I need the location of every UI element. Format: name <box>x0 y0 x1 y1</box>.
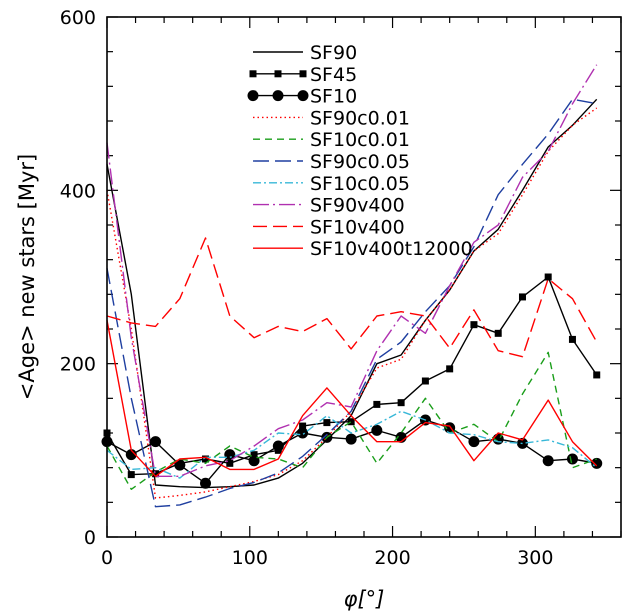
series-SF10c0.05 <box>106 410 598 479</box>
legend-label: SF45 <box>310 64 357 86</box>
x-tick-label: 0 <box>101 547 113 569</box>
series-SF10 <box>101 414 603 489</box>
x-tick-label: 200 <box>374 547 410 569</box>
legend-entry-SF10v400t12000: SF10v400t12000 <box>253 238 473 260</box>
legend-label: SF90c0.01 <box>310 107 410 129</box>
data-point <box>127 471 135 479</box>
series-line <box>106 64 598 477</box>
series-SF90c0.05 <box>106 98 597 508</box>
legend-label: SF10v400t12000 <box>310 238 473 260</box>
data-point <box>373 400 381 408</box>
legend-marker <box>249 70 257 78</box>
x-axis-label: φ[°] <box>344 587 385 611</box>
data-point <box>345 433 357 445</box>
series-line <box>106 320 598 477</box>
legend-label: SF10c0.05 <box>310 173 410 195</box>
y-tick-label: 0 <box>84 527 96 549</box>
data-point <box>566 453 578 465</box>
series-line <box>106 419 597 484</box>
y-tick-label: 200 <box>60 354 96 376</box>
series-SF10v400t12000 <box>106 320 598 477</box>
data-point <box>202 455 210 463</box>
legend-label: SF10c0.01 <box>310 129 410 151</box>
data-point <box>297 427 309 439</box>
data-point <box>494 329 502 337</box>
data-point <box>470 321 478 329</box>
y-tick-label: 600 <box>60 7 96 29</box>
series-SF10v400 <box>106 237 598 358</box>
legend-entry-SF90c0.01: SF90c0.01 <box>253 107 410 129</box>
series-line <box>106 410 598 479</box>
data-point <box>272 440 284 452</box>
series-SF90v400 <box>106 64 598 477</box>
legend-label: SF10 <box>310 86 357 108</box>
y-axis-label: <Age> new stars [Myr] <box>15 154 39 400</box>
data-point <box>446 365 454 373</box>
legend-entry-SF90v400: SF90v400 <box>253 195 405 217</box>
legend-entry-SF90c0.05: SF90c0.05 <box>253 151 410 173</box>
data-point <box>152 470 160 478</box>
legend-entry-SF45: SF45 <box>249 64 357 86</box>
legend: SF90SF45SF10SF90c0.01SF10c0.01SF90c0.05S… <box>247 42 473 260</box>
data-point <box>250 451 258 459</box>
data-point <box>200 477 212 489</box>
legend-label: SF90c0.05 <box>310 151 410 173</box>
legend-entry-SF10c0.05: SF10c0.05 <box>253 173 410 195</box>
data-point <box>544 273 552 281</box>
legend-marker <box>297 90 309 102</box>
legend-entry-SF10c0.01: SF10c0.01 <box>253 129 410 151</box>
data-point <box>468 436 480 448</box>
legend-label: SF90 <box>310 42 357 64</box>
y-tick-label: 400 <box>60 180 96 202</box>
data-point <box>347 418 355 426</box>
series-line <box>106 107 598 499</box>
data-point <box>593 371 601 379</box>
data-point <box>174 459 186 471</box>
tick-labels: 0 100 200 300 0 200 400 600 <box>60 7 554 569</box>
series-line <box>106 237 598 358</box>
data-point <box>299 422 307 430</box>
legend-marker <box>299 70 307 78</box>
legend-marker <box>247 90 259 102</box>
legend-entry-SF10v400: SF10v400 <box>253 216 405 238</box>
data-point <box>371 424 383 436</box>
data-point <box>125 449 137 461</box>
series-line <box>106 98 597 508</box>
data-point <box>568 335 576 343</box>
legend-entry-SF90: SF90 <box>253 42 357 64</box>
legend-label: SF10v400 <box>310 216 405 238</box>
x-tick-label: 100 <box>232 547 268 569</box>
plot-frame <box>106 16 622 538</box>
data-point <box>226 459 234 467</box>
legend-label: SF90v400 <box>310 195 405 217</box>
data-point <box>421 377 429 385</box>
legend-entry-SF10: SF10 <box>247 86 357 108</box>
data-point <box>323 419 331 427</box>
data-point <box>150 436 162 448</box>
x-tick-label: 300 <box>517 547 553 569</box>
data-point <box>224 449 236 461</box>
series-layer <box>101 64 603 508</box>
data-point <box>518 293 526 301</box>
data-point <box>397 399 405 407</box>
data-point <box>542 455 554 467</box>
series-SF90c0.01 <box>106 107 598 499</box>
legend-marker <box>274 70 282 78</box>
legend-marker <box>272 90 284 102</box>
